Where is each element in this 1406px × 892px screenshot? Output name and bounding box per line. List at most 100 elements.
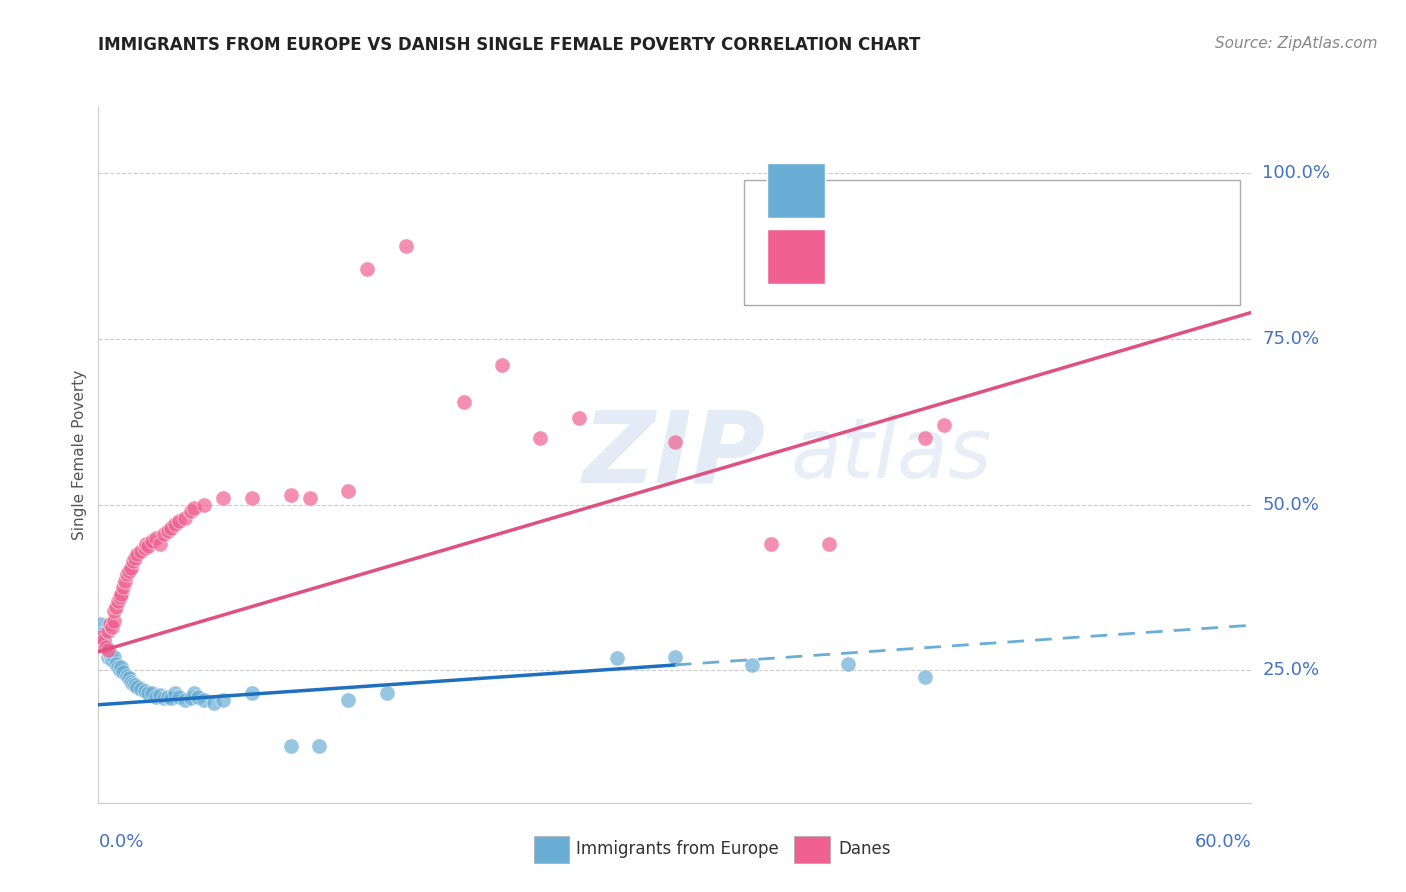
Point [308, 739, 330, 754]
FancyBboxPatch shape [768, 229, 825, 285]
Point [97, 643, 120, 657]
Point [120, 675, 142, 690]
Text: 75.0%: 75.0% [1263, 330, 1320, 348]
Point [122, 676, 145, 690]
Point [664, 650, 686, 665]
Point [145, 531, 167, 545]
Point [104, 600, 127, 615]
Point [165, 686, 187, 700]
Point [101, 620, 124, 634]
Point [125, 680, 148, 694]
Point [174, 693, 197, 707]
Text: 0.0%: 0.0% [98, 833, 143, 851]
Point [91, 637, 114, 651]
Point [356, 262, 378, 277]
Point [180, 504, 202, 518]
Text: 25.0%: 25.0% [1263, 661, 1320, 680]
Point [93, 633, 115, 648]
Point [240, 491, 263, 505]
Point [187, 690, 209, 704]
Point [280, 488, 302, 502]
Point [108, 663, 131, 677]
Point [89, 616, 111, 631]
Point [107, 660, 129, 674]
Point [914, 431, 936, 445]
Point [107, 593, 129, 607]
Point [212, 491, 235, 505]
Point [156, 524, 179, 538]
Text: 60.0%: 60.0% [1195, 833, 1251, 851]
Point [337, 693, 360, 707]
Point [167, 690, 190, 704]
Point [120, 560, 142, 574]
Point [529, 431, 551, 445]
Text: 50.0%: 50.0% [1263, 496, 1319, 514]
Y-axis label: Single Female Poverty: Single Female Poverty [72, 370, 87, 540]
Point [212, 693, 235, 707]
Point [180, 691, 202, 706]
Point [124, 678, 146, 692]
Point [138, 686, 160, 700]
Point [97, 643, 120, 657]
Point [375, 686, 398, 700]
Point [122, 554, 145, 568]
Point [97, 650, 120, 665]
Point [914, 670, 936, 684]
Point [141, 686, 163, 700]
Point [160, 521, 183, 535]
Point [145, 690, 167, 704]
Point [98, 616, 121, 631]
Point [125, 547, 148, 561]
Point [165, 517, 187, 532]
Point [101, 653, 124, 667]
Point [193, 693, 215, 707]
Point [97, 624, 120, 638]
Point [89, 630, 111, 644]
Point [167, 514, 190, 528]
FancyBboxPatch shape [744, 180, 1240, 305]
Point [932, 418, 955, 433]
Text: R = 0.509   N = 54: R = 0.509 N = 54 [842, 247, 1042, 266]
Point [606, 651, 628, 665]
Point [103, 650, 125, 665]
Point [104, 657, 127, 671]
Point [93, 633, 115, 648]
Point [156, 690, 179, 704]
Point [149, 537, 172, 551]
Point [114, 574, 136, 588]
Point [94, 640, 117, 654]
Text: Danes: Danes [838, 840, 890, 858]
Point [118, 564, 141, 578]
Point [453, 395, 475, 409]
Point [129, 544, 152, 558]
Point [110, 660, 132, 674]
Point [741, 657, 763, 672]
Point [183, 500, 205, 515]
Point [160, 691, 183, 706]
Point [124, 550, 146, 565]
Text: Source: ZipAtlas.com: Source: ZipAtlas.com [1215, 36, 1378, 51]
Point [491, 359, 513, 373]
Point [395, 239, 418, 253]
Point [129, 681, 152, 696]
Text: ZIP: ZIP [582, 407, 766, 503]
Text: IMMIGRANTS FROM EUROPE VS DANISH SINGLE FEMALE POVERTY CORRELATION CHART: IMMIGRANTS FROM EUROPE VS DANISH SINGLE … [98, 36, 921, 54]
Text: 100.0%: 100.0% [1263, 164, 1330, 182]
Point [110, 587, 132, 601]
Point [94, 640, 117, 654]
Text: atlas: atlas [790, 415, 991, 495]
Point [135, 537, 157, 551]
Point [152, 691, 174, 706]
Point [98, 647, 121, 661]
Point [337, 484, 360, 499]
Point [240, 686, 263, 700]
Point [298, 491, 321, 505]
Point [91, 627, 114, 641]
Point [141, 534, 163, 549]
Point [664, 434, 686, 449]
Text: R = 0.203   N = 48: R = 0.203 N = 48 [842, 181, 1042, 200]
Point [152, 527, 174, 541]
Point [837, 657, 859, 671]
Point [117, 668, 138, 682]
Point [183, 686, 205, 700]
